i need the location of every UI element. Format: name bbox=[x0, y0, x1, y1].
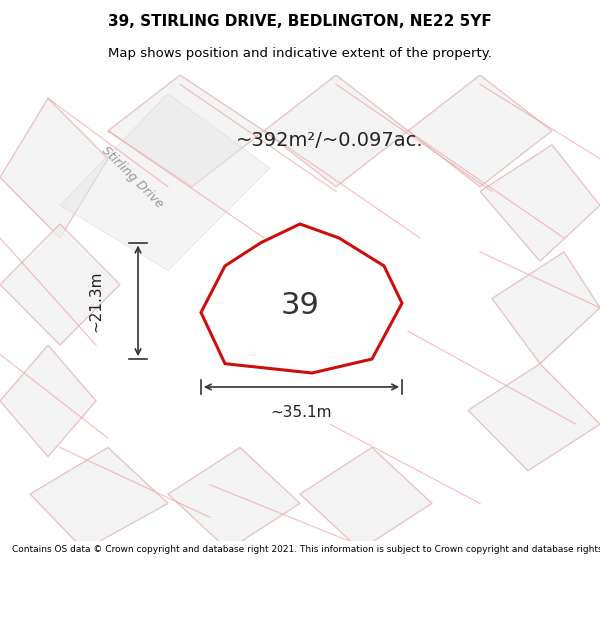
Polygon shape bbox=[201, 224, 402, 373]
Text: 39: 39 bbox=[281, 291, 319, 320]
Polygon shape bbox=[0, 224, 120, 345]
Text: Stirling Drive: Stirling Drive bbox=[98, 144, 166, 211]
Polygon shape bbox=[468, 364, 600, 471]
Polygon shape bbox=[30, 448, 168, 550]
Polygon shape bbox=[408, 75, 552, 187]
Polygon shape bbox=[0, 98, 108, 238]
Polygon shape bbox=[60, 94, 270, 271]
Polygon shape bbox=[168, 448, 300, 550]
Polygon shape bbox=[300, 448, 432, 550]
Text: 39, STIRLING DRIVE, BEDLINGTON, NE22 5YF: 39, STIRLING DRIVE, BEDLINGTON, NE22 5YF bbox=[108, 14, 492, 29]
Polygon shape bbox=[264, 75, 408, 187]
Polygon shape bbox=[480, 145, 600, 261]
Polygon shape bbox=[492, 252, 600, 364]
Text: ~21.3m: ~21.3m bbox=[89, 270, 104, 332]
Polygon shape bbox=[0, 345, 96, 457]
Polygon shape bbox=[108, 75, 264, 187]
Text: Map shows position and indicative extent of the property.: Map shows position and indicative extent… bbox=[108, 48, 492, 61]
Text: Contains OS data © Crown copyright and database right 2021. This information is : Contains OS data © Crown copyright and d… bbox=[12, 545, 600, 554]
Text: ~392m²/~0.097ac.: ~392m²/~0.097ac. bbox=[236, 131, 424, 149]
Text: ~35.1m: ~35.1m bbox=[271, 405, 332, 420]
